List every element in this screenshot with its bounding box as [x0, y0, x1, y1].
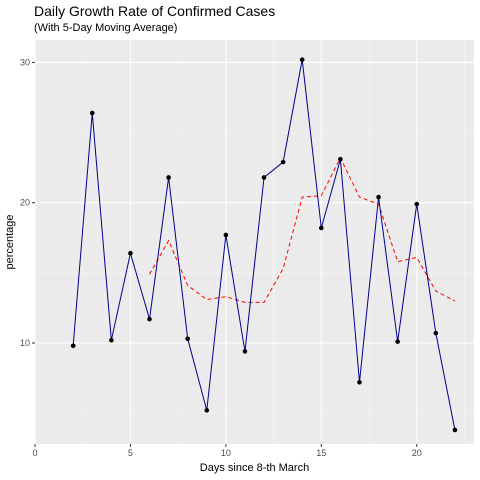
- daily-growth-point: [89, 110, 95, 116]
- minor-gridlines: [35, 40, 474, 444]
- x-tick-label: 20: [412, 448, 422, 458]
- y-tick-label: 10: [20, 338, 30, 348]
- daily-growth-point: [128, 250, 133, 256]
- daily-growth-point: [185, 336, 190, 342]
- axis-ticks: 0 5 10 15 20 10 20 30: [20, 57, 422, 458]
- major-gridlines: [34, 40, 474, 444]
- plot-panel: [35, 40, 474, 444]
- y-tick-label: 30: [20, 57, 30, 67]
- daily-growth-point: [319, 225, 324, 231]
- x-axis-title: Days since 8-th March: [200, 462, 309, 474]
- x-tick-label: 10: [221, 448, 231, 458]
- daily-growth-point: [414, 201, 420, 207]
- moving-average-line: [149, 156, 456, 303]
- daily-growth-point: [242, 349, 248, 354]
- series-layer: [70, 57, 458, 433]
- daily-growth-point: [433, 330, 439, 336]
- daily-growth-point: [357, 379, 362, 385]
- daily-growth-point: [299, 57, 305, 62]
- daily-growth-point: [204, 408, 210, 413]
- daily-growth-point: [452, 427, 458, 433]
- daily-growth-point: [261, 175, 267, 180]
- x-tick-label: 5: [128, 448, 133, 458]
- chart-subtitle: (With 5-Day Moving Average): [34, 22, 178, 34]
- daily-growth-point: [147, 316, 152, 322]
- x-tick-label: 0: [32, 448, 37, 458]
- daily-growth-point: [109, 337, 114, 343]
- daily-growth-point: [223, 232, 229, 238]
- daily-growth-point: [376, 194, 381, 200]
- daily-growth-point: [338, 156, 343, 162]
- y-axis-title: percentage: [4, 214, 16, 269]
- daily-growth-point: [166, 175, 171, 180]
- daily-growth-point: [395, 339, 400, 344]
- y-tick-label: 20: [20, 198, 30, 208]
- daily-growth-point: [280, 159, 286, 165]
- daily-growth-point: [70, 343, 76, 349]
- chart-title: Daily Growth Rate of Confirmed Cases: [34, 3, 276, 19]
- x-tick-label: 15: [316, 448, 326, 458]
